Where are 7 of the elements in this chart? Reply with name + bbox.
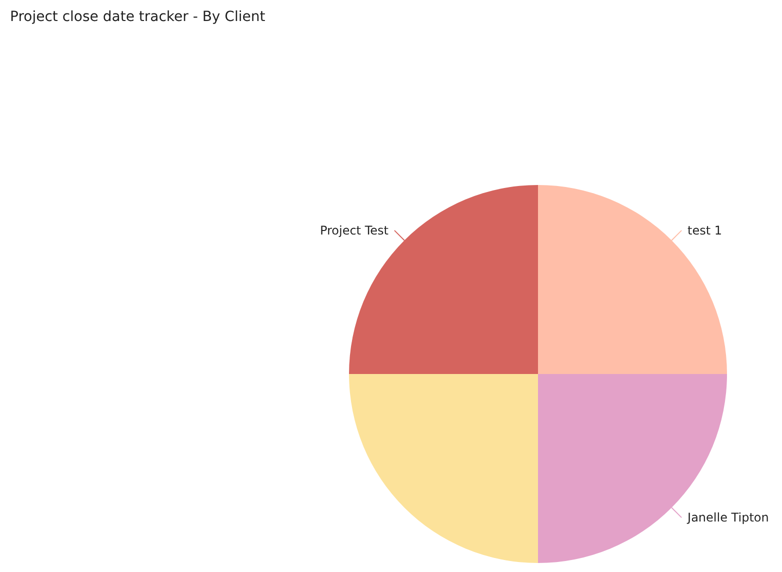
- pie-slice: [538, 185, 727, 374]
- slice-label: test 1: [688, 224, 722, 238]
- slice-label: Project Test: [320, 224, 389, 238]
- pie-slice: [538, 374, 727, 563]
- text: Project close date tracker - By Client: [10, 9, 266, 25]
- pie-slice: [349, 374, 538, 563]
- slice-label: Janelle Tipton: [686, 510, 769, 525]
